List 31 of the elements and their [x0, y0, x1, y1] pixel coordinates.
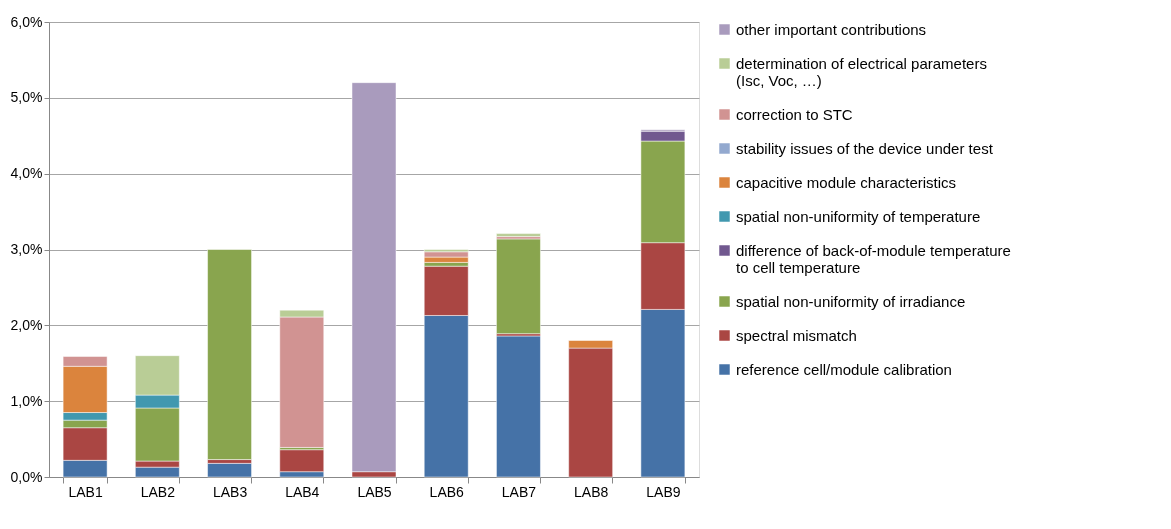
legend-label: stability issues of the device under test — [736, 139, 994, 157]
bar — [207, 463, 252, 478]
y-tick-label: 0,0% — [10, 468, 43, 485]
y-tick-label: 3,0% — [10, 241, 43, 257]
x-tick-label: LAB2 — [140, 483, 176, 500]
y-tick-label: 6,0% — [10, 13, 43, 30]
bar — [496, 335, 541, 478]
legend-label: spectral mismatch — [736, 326, 857, 344]
x-tick-label: LAB6 — [429, 483, 465, 500]
bar — [496, 238, 541, 334]
legend-label: difference of back-of-module temperature to cell temperature — [736, 241, 1011, 276]
bar — [207, 249, 252, 460]
x-tick-label: LAB1 — [68, 483, 103, 500]
y-tick-label: 5,0% — [10, 89, 43, 106]
legend-label: other important contributions — [736, 20, 927, 38]
legend-label: spatial non-uniformity of temperature — [736, 207, 981, 225]
y-tick-label: 4,0% — [10, 165, 43, 182]
x-tick-label: LAB5 — [357, 483, 392, 500]
legend-label: capacitive module characteristics — [736, 173, 957, 191]
legend-label: reference cell/module calibration — [736, 360, 952, 378]
legend-label: spatial non-uniformity of irradiance — [736, 292, 966, 310]
legend-label: determination of electrical parameters (Isc, Voc, …) — [736, 54, 987, 89]
x-tick-label: LAB7 — [501, 483, 537, 500]
x-tick-label: LAB4 — [285, 483, 320, 500]
legend-label: correction to STC — [736, 105, 853, 123]
y-tick-label: 1,0% — [10, 392, 43, 409]
bar — [135, 466, 180, 478]
x-tick-label: LAB9 — [646, 483, 681, 500]
x-tick-label: LAB3 — [212, 483, 248, 500]
x-tick-label: LAB8 — [574, 483, 609, 500]
y-tick-label: 2,0% — [10, 316, 43, 333]
